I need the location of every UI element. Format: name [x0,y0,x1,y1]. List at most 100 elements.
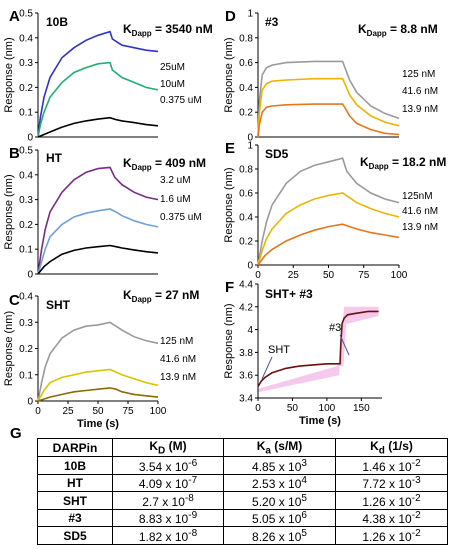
y-tick-label: 0.4 [239,213,253,224]
y-tick-label: 0 [247,133,253,144]
x-axis-label: Time (s) [299,415,341,427]
table-cell-kdis: 7.72 x 10-3 [335,473,448,493]
series-line [257,60,400,138]
y-tick-label: 0.8 [239,165,253,176]
panel-letter: A [9,8,20,25]
x-tick-label: 100 [391,270,408,281]
series-label: 13.9 nM [402,222,438,233]
y-tick-label: 0.2 [239,108,253,119]
y-tick-label: 0.4 [19,292,33,303]
y-tick-label: 0.6 [239,58,253,69]
y-tick-label: 0.6 [239,189,253,200]
table-row: HT 4.09 x 10-7 2.53 x 104 7.72 x 10-3 [37,473,448,493]
y-tick-label: 0.3 [19,58,33,69]
y-tick-label: 0.5 [19,9,33,20]
y-tick-label: 0.3 [19,195,33,206]
y-tick-label: 0.4 [239,83,253,94]
series-label: 41.6 nM [160,354,196,365]
y-tick-label: 0 [27,133,33,144]
panel-name: #3 [265,15,279,29]
x-tick-label: 150 [353,403,370,414]
table-cell-darpin: HT [37,473,113,493]
x-tick-label: 75 [122,406,134,417]
series-label: 125 nM [160,336,193,347]
panel-c: 0 0.1 0.2 0.3 0.4 0 25 50 75 100 Time (s) Response … [3,288,199,430]
kdapp-label: KDapp = 27 nM [123,288,199,304]
x-tick-label: 100 [319,403,336,414]
x-tick-label: 0 [255,403,261,414]
series-line [37,208,159,275]
y-axis-label: Response (nm) [3,311,15,386]
kinetics-table: DARPin KD (M) Ka (s/M) Kd (1/s) 10B 3.54 x 1… [37,437,448,545]
panel-letter: F [225,279,234,296]
x-axis-label: Time (s) [77,418,119,430]
y-tick-label: 4.4 [239,280,253,291]
y-tick-label: 0 [27,397,33,408]
series-line [37,116,159,138]
y-tick-label: 0.1 [19,370,33,381]
y-axis-label: Response (nm) [223,303,235,378]
y-axis-label: Response (nm) [223,37,235,112]
kdapp-label: KDapp = 3540 nM [123,22,213,38]
kdapp-label: KDapp = 8.8 nM [358,22,438,38]
annotation-arrow [261,356,273,380]
x-tick-label: 0 [255,270,261,281]
series-line [257,103,400,138]
x-tick-label: 75 [358,270,370,281]
panel-f: 3.4 3.6 3.8 4 4.2 4.4 0 50 100 150 Time (s) Respons… [223,279,382,427]
table-header-cell: DARPin [37,437,113,458]
series-label: 25uM [160,62,185,73]
panel-letter: B [9,145,20,162]
figure-panels: 0 0.1 0.2 0.3 0.4 0.5 Response (nm) 25uM 10uM 0.3… [3,8,446,430]
series-label: 1.6 uM [160,194,191,205]
y-tick-label: 0.1 [19,245,33,256]
panel-letter: D [225,8,236,25]
panel-e: 0 0.2 0.4 0.6 0.8 1 0 25 50 75 100 Response (nm) 125… [223,140,446,281]
table-cell-darpin: 10B [37,456,113,475]
table-cell-kd: 1.82 x 10-8 [112,526,224,545]
panel-name: SD5 [265,147,289,161]
table-header-row: DARPin KD (M) Ka (s/M) Kd (1/s) [37,437,448,458]
y-tick-label: 3.8 [239,348,253,359]
series-line [37,244,159,275]
y-tick-label: 0 [27,270,33,281]
series-label: 3.2 uM [160,175,191,186]
series-line [257,192,400,266]
series-label: 125 nM [402,69,435,80]
panel-b: 0 0.1 0.2 0.3 0.4 0.5 Response (nm) 3.2 uM 1.6 u… [3,145,206,281]
table-cell-kd: 8.83 x 10-9 [112,508,224,528]
y-tick-label: 1 [247,141,253,152]
y-tick-label: 3.6 [239,371,253,382]
y-tick-label: 0.2 [19,344,33,355]
table-row: #3 8.83 x 10-9 5.05 x 106 4.38 x 10-2 [37,508,448,528]
table-cell-ka: 4.85 x 103 [223,456,336,475]
kdapp-label: KDapp = 409 nM [123,156,206,172]
panel-a: 0 0.1 0.2 0.3 0.4 0.5 Response (nm) 25uM 10uM 0.3… [3,8,213,144]
series-label: 41.6 nM [402,206,438,217]
y-tick-label: 4.2 [239,302,253,313]
series-line [37,61,159,138]
y-tick-label: 0.8 [239,33,253,44]
panel-name: 10B [46,15,68,29]
y-tick-label: 0.1 [19,108,33,119]
table-cell-kd: 3.54 x 10-6 [112,456,224,475]
table-cell-ka: 5.05 x 106 [223,508,336,528]
series-line [37,368,159,402]
table-header-cell: Kd (1/s) [335,437,448,458]
x-tick-label: 50 [287,403,299,414]
table-cell-darpin: SHT [37,491,113,510]
table-cell-kdis: 1.26 x 10-2 [335,526,448,545]
x-tick-label: 25 [62,406,74,417]
highlight-band-2 [339,306,379,367]
annotation-n3: #3 [329,322,341,334]
y-axis-label: Response (nm) [3,37,15,112]
table-cell-kd: 4.09 x 10-7 [112,473,224,493]
panel-letter-g: G [10,425,22,442]
table-cell-kd: 2.7 x 10-8 [112,491,224,510]
y-tick-label: 4 [247,325,253,336]
table-row: 10B 3.54 x 10-6 4.85 x 103 1.46 x 10-2 [37,456,448,475]
x-tick-label: 25 [288,270,300,281]
kinetics-table-wrap: DARPin KD (M) Ka (s/M) Kd (1/s) 10B 3.54 x 1… [37,437,448,545]
series-label: 10uM [160,79,185,90]
kdapp-label: KDapp = 18.2 nM [360,155,446,171]
